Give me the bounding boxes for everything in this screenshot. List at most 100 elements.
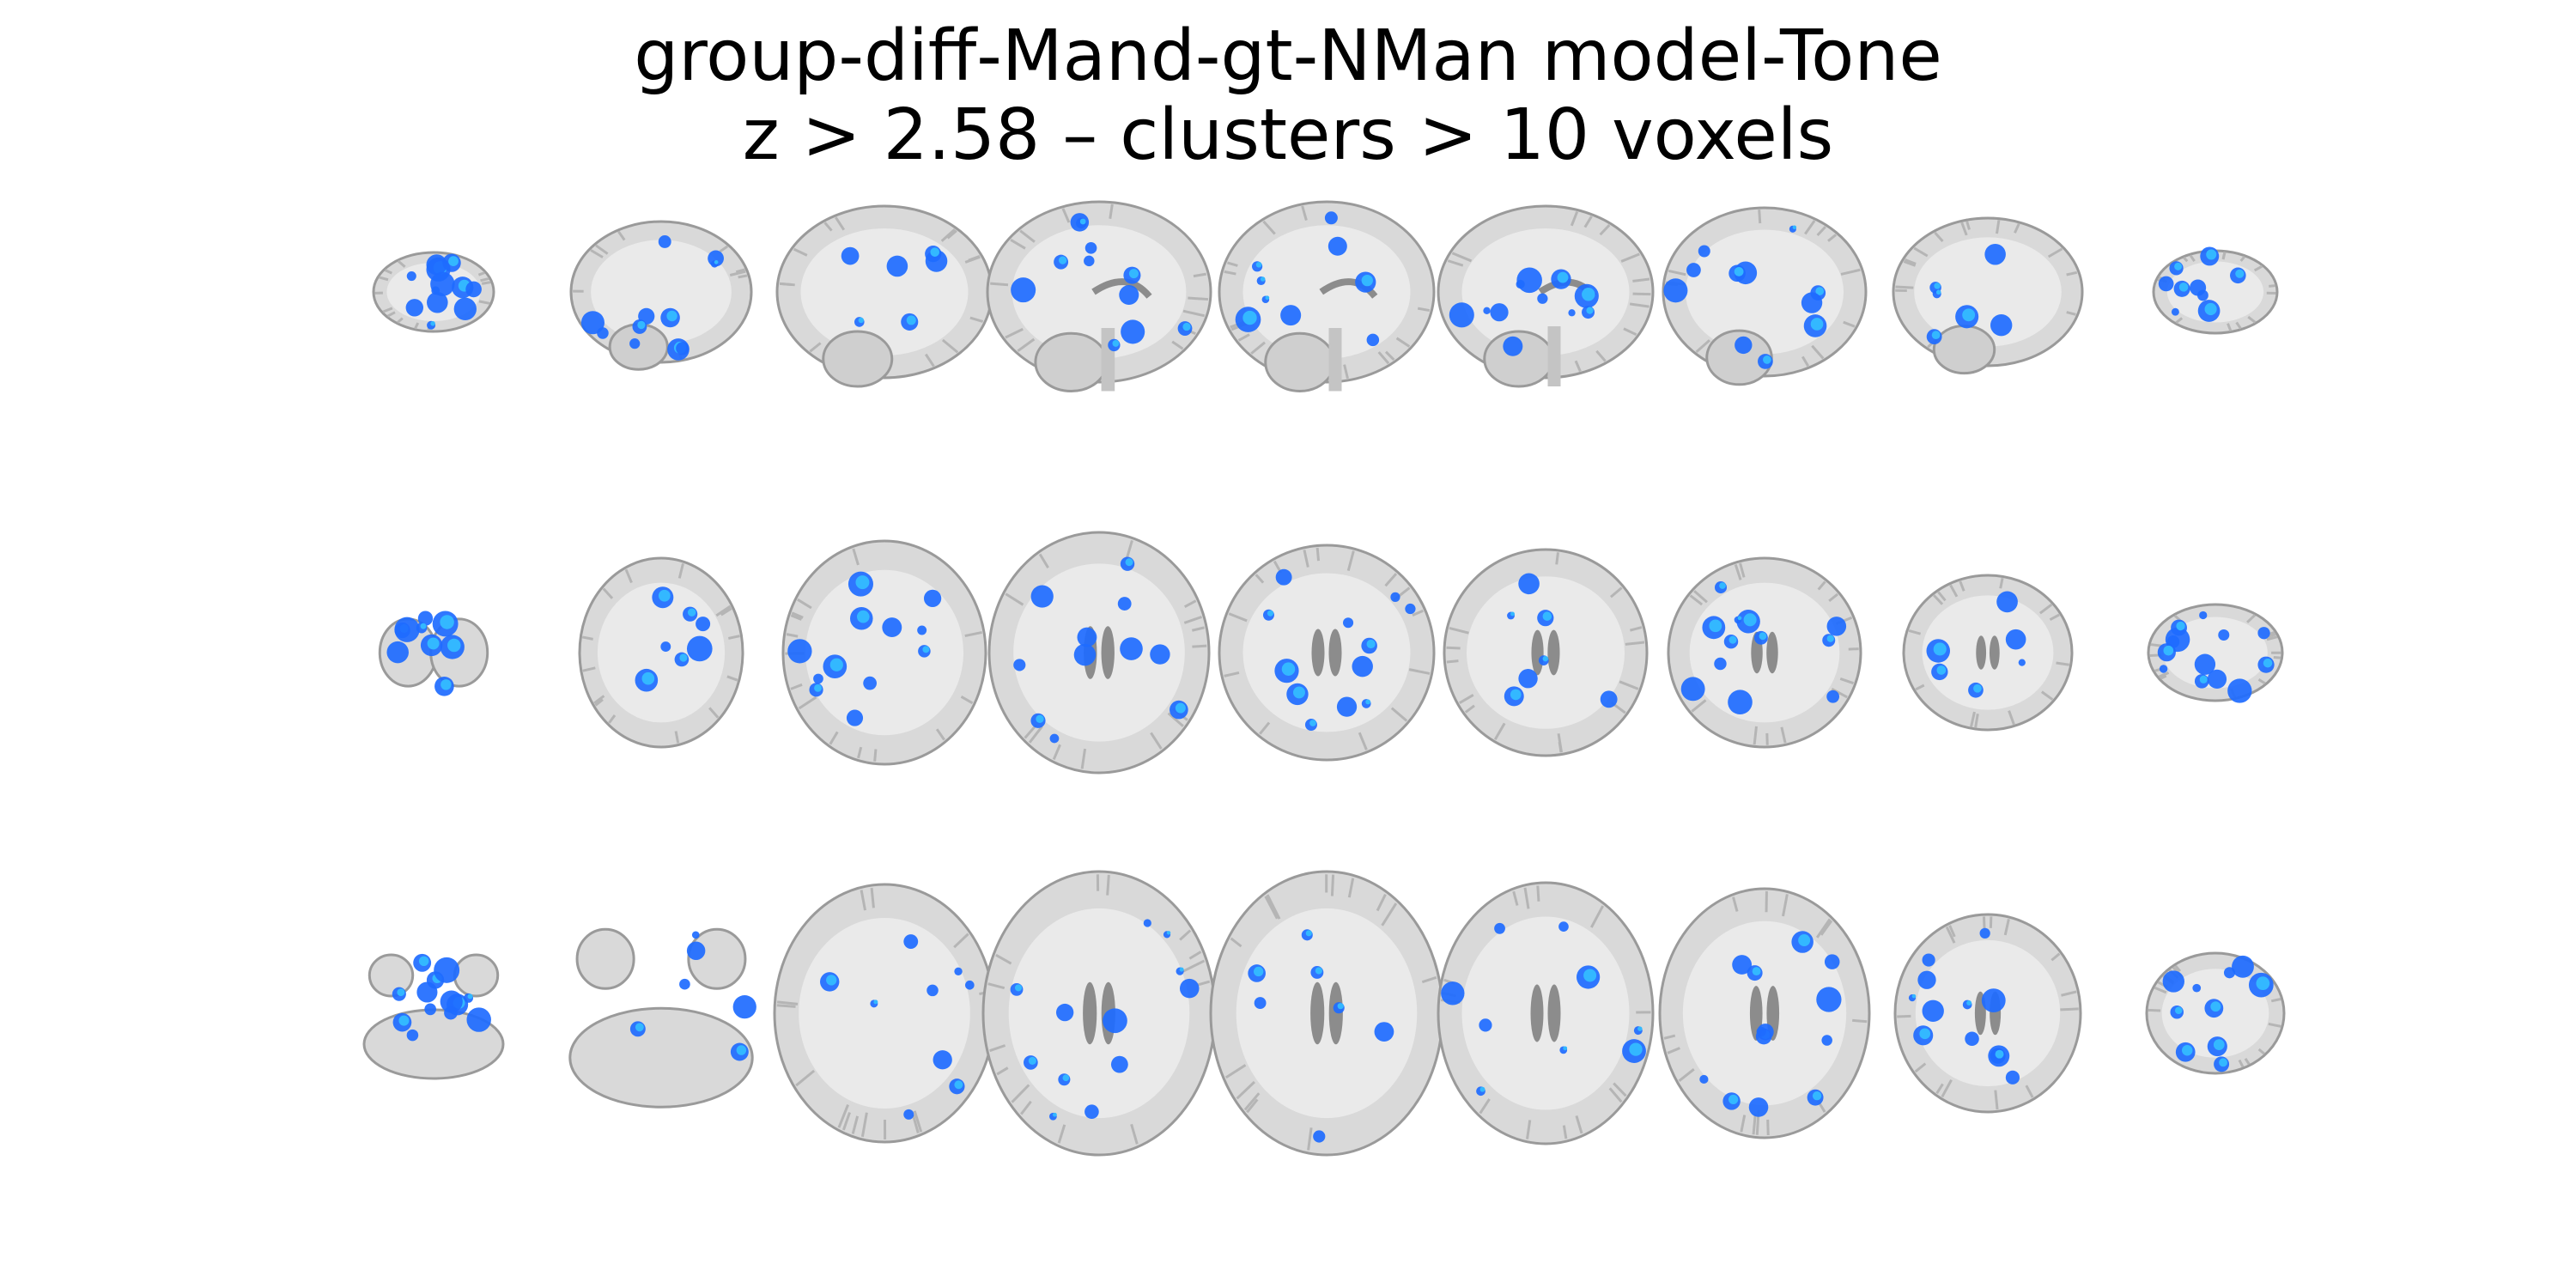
activation-peak (2181, 1044, 2193, 1056)
activation-cluster (1732, 955, 1753, 975)
sulcus-line (2270, 998, 2281, 1003)
activation-peak (658, 589, 671, 602)
activation-cluster (466, 1007, 491, 1032)
white-matter (591, 240, 732, 344)
activation-peak (736, 1045, 747, 1055)
activation-cluster (1503, 336, 1523, 356)
sulcus-line (728, 635, 740, 640)
sulcus-line (1915, 683, 1925, 691)
sulcus-line (1758, 210, 1762, 224)
activation-cluster (1490, 303, 1509, 322)
sulcus-line (1817, 580, 1826, 591)
activation-cluster (1600, 690, 1618, 708)
sulcus-line (1831, 687, 1848, 699)
activation-peak (1166, 931, 1171, 935)
activation-peak (1752, 967, 1761, 976)
activation-cluster (1013, 659, 1026, 671)
activation-cluster (2018, 659, 2026, 666)
white-matter (1914, 237, 2062, 347)
sulcus-line (1451, 252, 1473, 263)
sulcus-line (1197, 980, 1211, 987)
activation-peak (447, 638, 461, 653)
activation-peak (829, 658, 843, 671)
sulcus-line (860, 890, 867, 911)
activation-peak (679, 653, 688, 662)
white-matter (1915, 939, 2061, 1087)
activation-peak (430, 320, 435, 326)
ventricle (1083, 981, 1097, 1045)
activation-peak (397, 988, 405, 997)
sulcus-line (1224, 1064, 1247, 1079)
activation-cluster (1084, 1104, 1099, 1120)
activation-peak (1036, 714, 1044, 724)
sulcus-line (1246, 1098, 1259, 1114)
activation-peak (687, 608, 696, 617)
activation-peak (1260, 276, 1266, 282)
activation-cluster (1990, 314, 2013, 337)
ventricle (1328, 629, 1342, 677)
sulcus-line (2268, 1022, 2281, 1028)
activation-peak (2174, 1006, 2183, 1015)
activation-peak (1267, 610, 1274, 617)
sulcus-line (1421, 975, 1437, 984)
coronal-row (378, 531, 2284, 775)
sulcus-line (1933, 594, 1944, 605)
activation-cluster (430, 271, 455, 297)
activation-cluster (406, 271, 416, 282)
activation-cluster (1518, 573, 1540, 595)
white-matter (799, 918, 970, 1109)
sulcus-line (2158, 671, 2170, 678)
activation-cluster (629, 338, 641, 349)
sulcus-line (2239, 255, 2246, 262)
sulcus-line (594, 698, 604, 707)
sulcus-line (715, 605, 732, 617)
sulcus-line (1408, 668, 1431, 675)
activation-peak (1365, 699, 1371, 705)
coronal-slice-2 (578, 556, 744, 749)
sulcus-line (1005, 592, 1024, 606)
activation-peak (2235, 269, 2245, 278)
sulcus-line (1689, 594, 1704, 606)
sulcus-line (1752, 1113, 1757, 1135)
sulcus-line (2189, 254, 2196, 262)
sulcus-line (1937, 591, 1947, 602)
sulcus-line (1224, 671, 1240, 677)
figure-subtitle: z > 2.58 – clusters > 10 voxels (742, 94, 1834, 176)
activation-peak (1557, 271, 1569, 283)
activation-peak (930, 247, 940, 257)
sulcus-line (797, 598, 812, 610)
sulcus-line (968, 254, 981, 262)
sulcus-line (995, 953, 1012, 965)
sulcus-line (1024, 724, 1037, 739)
sulcus-line (677, 562, 684, 579)
sulcus-line (1167, 712, 1184, 727)
sulcus-line (1017, 337, 1036, 353)
activation-peak (714, 260, 719, 264)
activation-peak (1479, 1086, 1485, 1092)
activation-cluster (660, 641, 671, 652)
sulcus-line (1629, 302, 1649, 308)
activation-cluster (1756, 1026, 1766, 1037)
sulcus-line (1038, 553, 1049, 568)
activation-peak (1792, 225, 1797, 229)
brainstem (1101, 328, 1115, 392)
sulcus-line (1974, 713, 1979, 728)
sagittal-slice-4 (986, 200, 1212, 392)
brain-tissue (453, 953, 500, 998)
activation-cluster (405, 299, 424, 317)
sulcus-line (1301, 205, 1308, 222)
activation-cluster (964, 980, 975, 990)
activation-cluster (923, 589, 942, 607)
sulcus-line (2183, 256, 2189, 263)
activation-peak (1292, 686, 1305, 699)
sulcus-line (1376, 893, 1387, 912)
sulcus-line (397, 259, 406, 268)
activation-cluster (903, 934, 919, 949)
sulcus-line (1949, 584, 1959, 598)
sulcus-line (1449, 626, 1469, 635)
activation-peak (1563, 1046, 1568, 1051)
sulcus-line (1446, 646, 1461, 650)
sulcus-line (2273, 655, 2281, 659)
sulcus-line (1570, 210, 1579, 227)
activation-peak (1542, 611, 1552, 621)
